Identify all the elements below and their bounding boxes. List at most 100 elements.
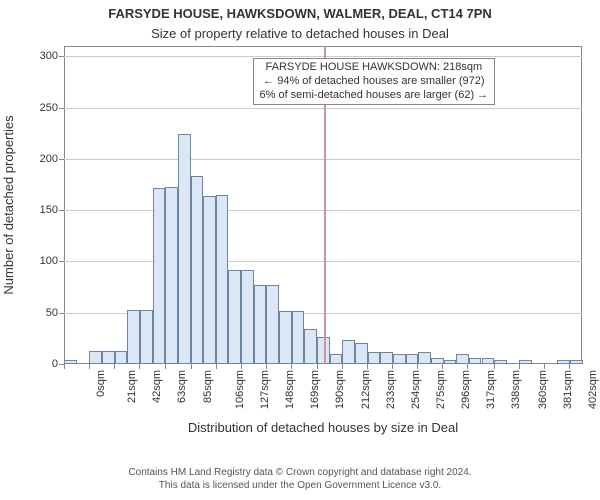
histogram-bar [203, 196, 216, 364]
xtick-label: 85sqm [202, 370, 214, 403]
xtick-label: 190sqm [334, 370, 346, 409]
xtick-mark [467, 364, 468, 369]
histogram-bar [127, 310, 140, 364]
histogram-bar [140, 310, 153, 364]
histogram-bar [469, 358, 482, 364]
x-axis-label: Distribution of detached houses by size … [64, 420, 582, 435]
xtick-label: 148sqm [284, 370, 296, 409]
histogram-bar [418, 352, 431, 364]
xtick-mark [216, 364, 217, 369]
xtick-mark [417, 364, 418, 369]
histogram-bar [254, 285, 267, 364]
gridline [64, 159, 582, 160]
xtick-mark [317, 364, 318, 369]
footer-line-1: Contains HM Land Registry data © Crown c… [0, 466, 600, 479]
title-sub: Size of property relative to detached ho… [0, 26, 600, 41]
annotation-box: FARSYDE HOUSE HAWKSDOWN: 218sqm← 94% of … [253, 58, 496, 105]
xtick-label: 0sqm [95, 370, 107, 397]
annotation-line-1: FARSYDE HOUSE HAWKSDOWN: 218sqm [260, 61, 489, 75]
xtick-label: 42sqm [151, 370, 163, 403]
histogram-bar [279, 311, 292, 364]
ytick-mark [59, 108, 64, 109]
ytick-mark [59, 56, 64, 57]
histogram-bar [406, 354, 419, 364]
xtick-label: 402sqm [587, 370, 599, 409]
footer-attribution: Contains HM Land Registry data © Crown c… [0, 466, 600, 492]
histogram-bar [102, 351, 115, 364]
histogram-bar [355, 343, 368, 364]
xtick-mark [519, 364, 520, 369]
histogram-bar [266, 285, 279, 364]
histogram-bar [482, 358, 495, 364]
histogram-bar [519, 360, 532, 364]
gridline [64, 108, 582, 109]
xtick-label: 106sqm [234, 370, 246, 409]
histogram-bar [64, 360, 77, 364]
xtick-mark [64, 364, 65, 369]
histogram-bar [393, 354, 406, 364]
xtick-mark [442, 364, 443, 369]
xtick-label: 381sqm [562, 370, 574, 409]
histogram-bar [342, 340, 355, 364]
histogram-bar [178, 134, 191, 364]
histogram-bar [456, 354, 469, 364]
annotation-line-3: 6% of semi-detached houses are larger (6… [260, 89, 489, 103]
xtick-mark [494, 364, 495, 369]
xtick-label: 63sqm [176, 370, 188, 403]
xtick-mark [266, 364, 267, 369]
xtick-mark [89, 364, 90, 369]
xtick-label: 169sqm [309, 370, 321, 409]
histogram-bar [228, 270, 241, 364]
histogram-bar [570, 360, 583, 364]
histogram-bar [165, 187, 178, 364]
xtick-mark [241, 364, 242, 369]
xtick-label: 338sqm [511, 370, 523, 409]
xtick-label: 127sqm [259, 370, 271, 409]
gridline [64, 261, 582, 262]
ytick-label: 50 [46, 307, 58, 319]
gridline [64, 210, 582, 211]
xtick-label: 254sqm [410, 370, 422, 409]
ytick-mark [59, 210, 64, 211]
xtick-mark [544, 364, 545, 369]
xtick-mark [291, 364, 292, 369]
ytick-label: 250 [40, 102, 58, 114]
histogram-bar [368, 352, 381, 364]
histogram-bar [494, 360, 507, 364]
xtick-label: 212sqm [360, 370, 372, 409]
ytick-mark [59, 261, 64, 262]
xtick-mark [569, 364, 570, 369]
annotation-line-2: ← 94% of detached houses are smaller (97… [260, 75, 489, 89]
xtick-label: 296sqm [460, 370, 472, 409]
plot-area: 050100150200250300FARSYDE HOUSE HAWKSDOW… [64, 46, 582, 364]
histogram-bar [191, 176, 204, 364]
xtick-label: 233sqm [385, 370, 397, 409]
ytick-mark [59, 159, 64, 160]
xtick-mark [114, 364, 115, 369]
xtick-mark [342, 364, 343, 369]
xtick-mark [392, 364, 393, 369]
histogram-bar [380, 352, 393, 364]
xtick-mark [139, 364, 140, 369]
xtick-label: 360sqm [537, 370, 549, 409]
histogram-bar [89, 351, 102, 364]
histogram-bar [241, 270, 254, 364]
histogram-bar [153, 188, 166, 364]
ytick-label: 200 [40, 153, 58, 165]
ytick-label: 0 [52, 358, 58, 370]
ytick-label: 300 [40, 50, 58, 62]
histogram-bar [115, 351, 128, 364]
chart-container: FARSYDE HOUSE, HAWKSDOWN, WALMER, DEAL, … [0, 0, 600, 500]
xtick-mark [165, 364, 166, 369]
ytick-mark [59, 313, 64, 314]
xtick-mark [367, 364, 368, 369]
ytick-label: 100 [40, 255, 58, 267]
xtick-label: 275sqm [435, 370, 447, 409]
histogram-bar [330, 354, 343, 364]
histogram-bar [292, 311, 305, 364]
y-axis-label: Number of detached properties [1, 115, 16, 294]
histogram-bar [444, 360, 457, 364]
title-main: FARSYDE HOUSE, HAWKSDOWN, WALMER, DEAL, … [0, 6, 600, 21]
histogram-bar [216, 195, 229, 364]
xtick-label: 317sqm [485, 370, 497, 409]
